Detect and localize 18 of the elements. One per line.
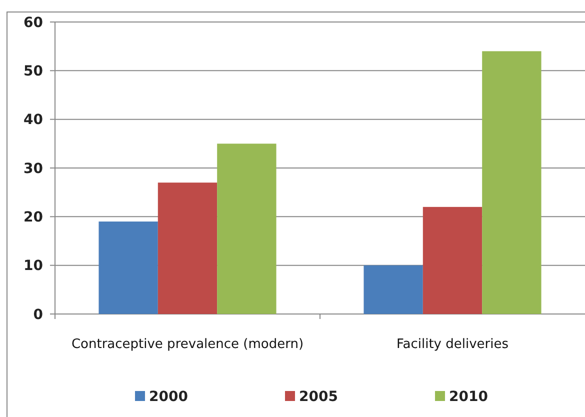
bar [364,265,423,314]
x-tick-label: Facility deliveries [396,337,509,352]
legend-label: 2005 [299,389,338,405]
y-tick-label: 30 [24,160,44,177]
bar [482,51,542,314]
legend-label: 2000 [149,389,188,405]
bar [422,206,482,314]
legend-label: 2010 [449,389,488,405]
y-tick-label: 10 [24,258,44,274]
bar [217,144,276,314]
bar [98,222,158,314]
x-tick-label: Contraceptive prevalence (modern) [71,337,304,352]
y-tick-label: 0 [33,306,44,323]
y-tick-label: 40 [24,112,44,128]
bar [158,182,218,314]
y-tick-label: 50 [24,64,44,80]
y-tick-label: 20 [24,210,44,226]
y-tick-label: 60 [24,14,44,31]
